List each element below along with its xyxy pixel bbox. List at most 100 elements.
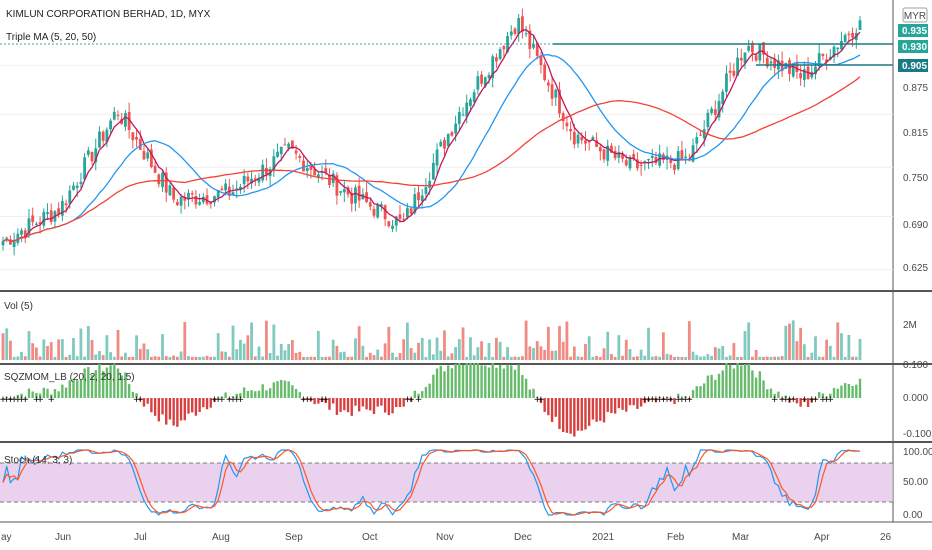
candle-body [476, 76, 480, 90]
candle-body [86, 150, 90, 155]
volume-bar [832, 356, 836, 360]
candle-body [16, 233, 20, 243]
volume-bar [120, 356, 124, 360]
volume-bar [287, 343, 291, 360]
momentum-bar [584, 398, 587, 430]
momentum-bar [855, 384, 858, 398]
candle-body [116, 115, 120, 117]
candle-body [513, 28, 517, 34]
momentum-bar [710, 374, 713, 398]
momentum-bar [617, 398, 621, 409]
volume-bar [153, 356, 157, 360]
time-tick-label: Jul [134, 532, 147, 543]
momentum-bar [20, 393, 23, 398]
candle-body [253, 178, 257, 180]
candle-body [42, 211, 46, 226]
volume-bar [127, 356, 131, 360]
candle-body [398, 214, 402, 219]
volume-bar [751, 356, 754, 360]
volume-bar [20, 351, 23, 360]
momentum-bar [135, 393, 138, 398]
momentum-bar [357, 398, 361, 412]
volume-bar [5, 328, 9, 360]
momentum-bar [161, 398, 164, 415]
volume-bar [598, 356, 602, 360]
price-axis: 0.875 0.815 0.750 0.690 0.625 [903, 83, 928, 274]
momentum-bar [480, 365, 483, 398]
volume-bar [576, 356, 580, 360]
volume-bar [146, 349, 150, 360]
volume-bar [606, 331, 610, 360]
momentum-bar [780, 398, 784, 399]
squeeze-dot: + [641, 395, 649, 405]
momentum-bar [806, 398, 810, 408]
volume-bar [628, 349, 632, 360]
candle-body [346, 187, 350, 195]
candle-body [350, 193, 354, 204]
volume-bar [665, 353, 669, 360]
momentum-bar [439, 365, 442, 398]
candle-body [298, 156, 302, 158]
volume-bar [361, 345, 365, 360]
volume-bar [632, 356, 636, 360]
candle-body [699, 134, 702, 136]
momentum-bar [688, 398, 691, 399]
candle-body [747, 45, 751, 51]
momentum-bar [146, 398, 149, 404]
candle-body [112, 111, 116, 120]
time-tick-label: Dec [514, 532, 532, 543]
candle-body [335, 175, 339, 196]
squeeze-dot: + [36, 395, 44, 405]
candle-body [190, 193, 194, 195]
candle-body [313, 168, 317, 176]
momentum-bar [409, 398, 413, 402]
momentum-bar [339, 398, 342, 412]
volume-bar [235, 349, 239, 360]
candle-body [487, 74, 491, 79]
candle-body [743, 52, 747, 64]
candle-body [543, 64, 547, 81]
momentum-bar [606, 398, 609, 412]
volume-bar [546, 326, 550, 360]
momentum-bar [773, 393, 776, 398]
time-tick-label: Aug [212, 532, 230, 543]
momentum-bar [179, 398, 183, 421]
volume-bar [550, 350, 554, 360]
volume-bar [383, 343, 387, 360]
volume-bar [450, 353, 454, 360]
currency-badge[interactable] [902, 7, 928, 23]
momentum-bar [365, 398, 368, 410]
momentum-bar [35, 392, 38, 398]
volume-bar [498, 341, 502, 360]
squeeze-dot: + [782, 395, 790, 405]
ma50-line [2, 76, 861, 242]
volume-bar [587, 336, 591, 360]
volume-bar [365, 356, 368, 360]
momentum-bar [465, 363, 468, 398]
momentum-bar [317, 398, 320, 404]
volume-bar [802, 344, 806, 360]
volume-bar [161, 334, 164, 360]
momentum-bar [829, 393, 832, 398]
moving-averages [2, 29, 861, 242]
volume-bar [53, 356, 57, 360]
momentum-bar [361, 398, 365, 407]
momentum-bar [235, 393, 238, 398]
candle-body [391, 225, 394, 229]
candle-body [491, 56, 495, 79]
momentum-bar [721, 370, 724, 398]
momentum-bar [510, 365, 513, 398]
momentum-bar [383, 398, 387, 413]
candle-body [79, 181, 83, 184]
volume-bar [75, 356, 79, 360]
candle-body [791, 63, 795, 77]
candle-body [435, 149, 439, 166]
squeeze-dot: + [10, 395, 18, 405]
candle-body [591, 137, 595, 140]
momentum-bar [231, 396, 235, 398]
time-axis: ay Jun Jul Aug Sep Oct Nov Dec 2021 Feb … [1, 532, 892, 543]
momentum-bar [747, 363, 750, 398]
momentum-bar [298, 392, 301, 398]
squeeze-dot: + [789, 395, 797, 405]
